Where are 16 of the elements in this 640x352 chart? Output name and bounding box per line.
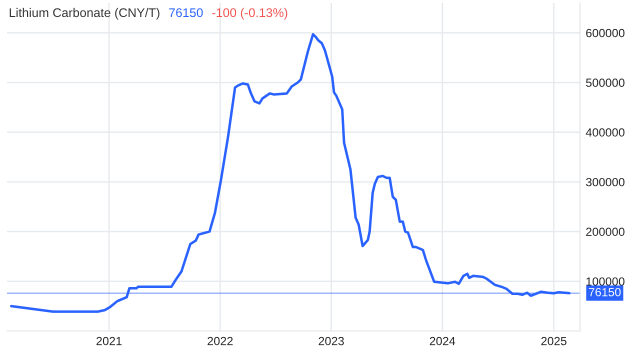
y-tick-label: 100000 xyxy=(586,277,624,286)
x-tick-label: 2023 xyxy=(318,336,344,346)
chart-title: Lithium Carbonate (CNY/T) xyxy=(10,8,160,20)
x-tick-label: 2024 xyxy=(430,336,456,346)
y-tick-label: 300000 xyxy=(586,178,624,186)
y-tick-label: 500000 xyxy=(586,78,624,87)
x-tick-label: 2021 xyxy=(96,336,122,346)
annotation: -100 (-0.13%) xyxy=(212,8,288,20)
x-tick-label: 2025 xyxy=(541,336,566,346)
annotation: 76150 xyxy=(169,8,203,18)
x-tick-label: 2022 xyxy=(208,336,233,346)
y-tick-label: 600000 xyxy=(586,28,624,38)
y-tick-label: 200000 xyxy=(586,228,624,236)
ref-line-label: 76150 xyxy=(588,288,621,296)
y-tick-label: 400000 xyxy=(586,128,624,137)
line-series xyxy=(10,33,571,313)
